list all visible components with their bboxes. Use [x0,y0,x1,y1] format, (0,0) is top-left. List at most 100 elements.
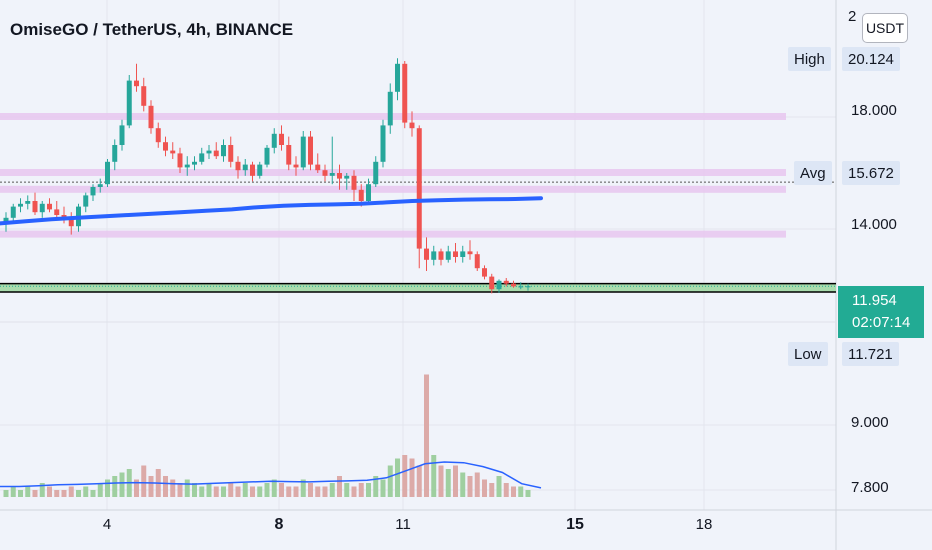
candle-body [221,145,226,157]
candle-body [10,206,16,218]
candle-body [474,254,480,269]
volume-bar [315,486,321,497]
volume-bar [308,483,313,497]
volume-bar [228,483,234,497]
candle-body [402,63,408,123]
plot-area [0,0,836,510]
candle-body [141,86,147,106]
candle-body [409,122,415,129]
volume-bar [445,469,451,497]
volume-bar [286,486,292,497]
high-label: High [788,47,831,71]
volume-bar [61,490,67,497]
volume-bar [141,465,147,497]
volume-bar [489,483,495,497]
candle-body [18,203,23,207]
volume-bar [119,472,125,497]
volume-bar [177,483,183,497]
candle-body [148,105,154,129]
volume-bar [257,486,263,497]
volume-bar [170,479,176,497]
volume-bar [503,483,509,497]
chart-title: OmiseGO / TetherUS, 4h, BINANCE [10,20,294,39]
volume-bar [242,483,248,497]
volume-bar [148,476,154,497]
currency-button[interactable]: USDT [862,13,908,43]
high-value: 20.124 [842,47,900,71]
candle-body [25,201,31,204]
candle-body [315,164,321,171]
candle-body [467,251,473,255]
candle-body [3,217,9,224]
candle-body [322,170,328,176]
candle-body [395,63,400,92]
candle-body [431,251,437,260]
candle-body [329,173,335,176]
volume-bar [10,486,16,497]
volume-ma-line [0,461,542,489]
candle-body [170,150,176,154]
avg-value: 15.672 [842,161,900,185]
volume-bar [192,483,197,497]
y-tick-7-8: 7.800 [851,479,889,496]
candle-body [453,251,458,257]
volume-bar [83,486,89,497]
volume-bar [474,472,480,497]
low-value: 11.721 [842,342,899,366]
candle-body [134,80,139,87]
candle-body [489,276,495,290]
volume-bar [39,483,45,497]
candle-body [264,147,270,165]
volume-bar [518,486,524,497]
candle-body [438,251,444,260]
volume-bar [373,476,379,497]
candle-body [518,286,524,288]
candle-body [337,173,342,179]
candle-body [54,209,60,215]
volume-bar [511,486,516,497]
candle-body [199,153,205,162]
volume-bar [482,479,487,497]
volume-bar [387,465,393,497]
volume-bar [163,476,168,497]
volume-bar [337,476,342,497]
candle-body [300,136,306,168]
volume-bar [351,486,357,497]
x-tick-8: 8 [274,516,284,533]
current-price: 11.954 [852,292,897,309]
volume-bar [112,476,118,497]
current-price-tag: 11.954 02:07:14 [838,286,924,338]
volume-bar [344,483,350,497]
candle-body [126,80,132,126]
volume-bar [271,479,277,497]
volume-bar [322,486,328,497]
candle-body [344,175,350,179]
volume-bar [438,465,444,497]
support-zone [0,283,836,292]
candle-body [192,161,197,165]
candle-body [271,133,277,148]
candle-body [424,248,429,260]
candle-body [206,150,212,154]
x-tick-15: 15 [566,516,584,533]
low-label: Low [788,342,828,366]
volume-bar [105,479,110,497]
candle-body [366,184,371,201]
candle-body [286,145,292,165]
volume-bar [402,455,408,497]
candle-body [61,215,67,218]
volume-bar [525,490,531,497]
volume-bar [416,465,422,497]
candle-body [184,164,190,168]
volume-bar [409,458,415,497]
y-tick-18: 18.000 [851,102,897,119]
resistance-zone [0,169,786,176]
candle-body [503,280,509,284]
volume-bar [329,483,335,497]
volume-bar [199,486,205,497]
volume-bar [264,483,270,497]
candle-body [293,164,299,168]
y-tick-14: 14.000 [851,216,897,233]
